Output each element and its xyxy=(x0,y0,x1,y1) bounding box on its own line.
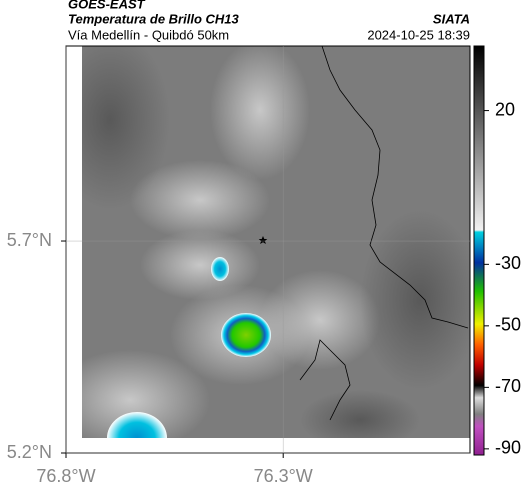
colorbar-tick-label: -70 xyxy=(495,376,521,396)
source: SIATA xyxy=(433,11,470,26)
colorbar-tick-label: -50 xyxy=(495,315,521,335)
datetime: 2024-10-25 18:39 xyxy=(367,27,470,42)
subtitle: Temperatura de Brillo CH13 xyxy=(68,11,240,26)
colorbar xyxy=(473,45,485,456)
x-tick-label: 76.3°W xyxy=(254,466,313,486)
y-tick-label: 5.7°N xyxy=(7,230,52,250)
location: Vía Medellín - Quibdó 50km xyxy=(68,27,229,42)
title: GOES-EAST xyxy=(68,0,146,11)
colorbar-tick-label: 20 xyxy=(495,99,515,119)
colorbar-tick-label: -30 xyxy=(495,253,521,273)
y-tick-label: 5.2°N xyxy=(7,442,52,462)
x-tick-label: 76.8°W xyxy=(36,466,95,486)
colorbar-tick-label: -90 xyxy=(495,438,521,458)
satellite-image xyxy=(82,46,470,438)
